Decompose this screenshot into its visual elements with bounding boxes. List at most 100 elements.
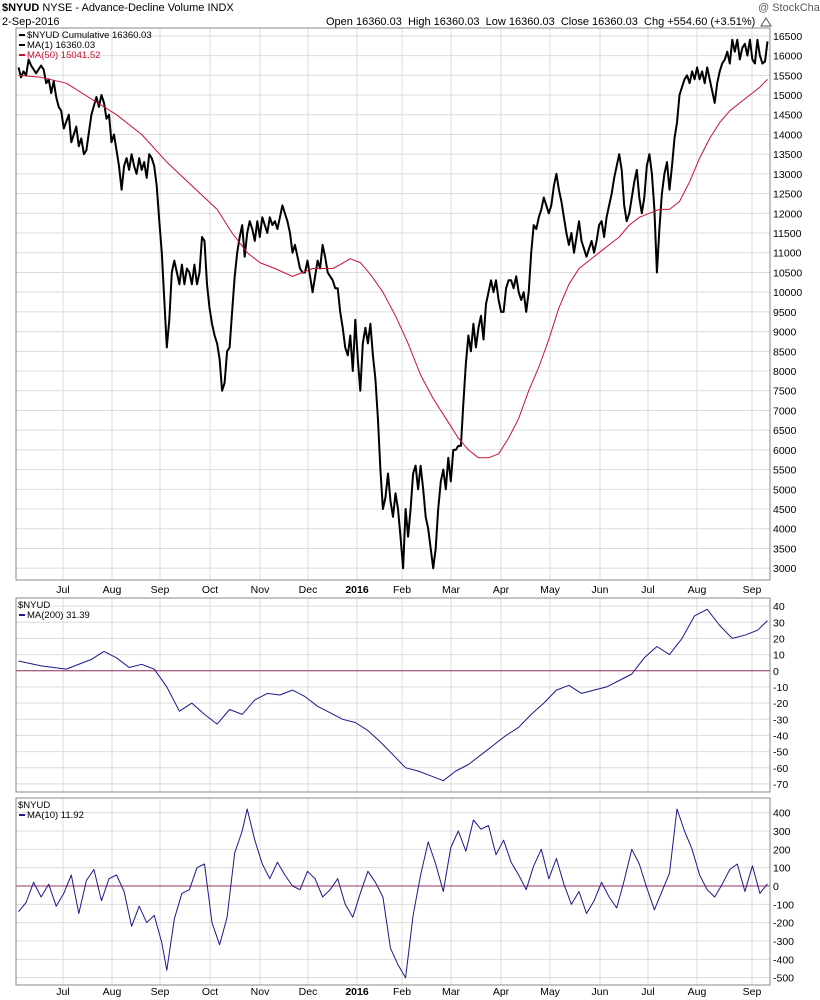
x-tick-label: Apr	[493, 986, 510, 998]
y-tick-label: 9500	[773, 307, 797, 319]
chart-date: 2-Sep-2016	[2, 16, 60, 28]
x-tick-label: Aug	[688, 584, 707, 596]
y-tick-label: 11000	[773, 248, 802, 260]
ohlc-readout: Open 16360.03 High 16360.03 Low 16360.03…	[326, 16, 756, 28]
indicator-line	[18, 608, 768, 782]
chart-header: $NYUD NYSE - Advance-Decline Volume INDX…	[0, 0, 820, 30]
x-tick-label: Mar	[442, 986, 461, 998]
x-tick-label: Dec	[299, 986, 318, 998]
y-tick-label: 3000	[773, 563, 797, 575]
x-tick-label: Apr	[493, 584, 510, 596]
y-tick-label: 10	[773, 650, 785, 662]
y-tick-label: 30	[773, 617, 785, 629]
x-tick-label: 2016	[345, 584, 369, 596]
panel-frame	[15, 597, 771, 793]
x-tick-label: Oct	[202, 986, 218, 998]
brand-label: @ StockCharts.com	[758, 2, 820, 14]
y-tick-label: 15000	[773, 90, 802, 102]
y-tick-label: -70	[773, 779, 788, 791]
legend-label: $NYUD	[18, 600, 50, 611]
x-tick-label: Feb	[393, 986, 411, 998]
x-tick-label: 2016	[345, 986, 369, 998]
x-tick-label: Jul	[641, 986, 654, 998]
up-triangle-icon	[760, 17, 772, 27]
y-tick-label: 15500	[773, 70, 802, 82]
y-tick-label: 4500	[773, 504, 797, 516]
y-tick-label: 5000	[773, 484, 797, 496]
x-tick-label: Jul	[56, 584, 69, 596]
symbol: $NYUD	[2, 2, 40, 14]
y-tick-label: 13500	[773, 149, 802, 161]
x-tick-label: Mar	[442, 584, 461, 596]
chart-panel-1: 3000 3500 4000 4500 5000 5500 6000 6500 7000 7500…	[15, 27, 802, 596]
y-tick-label: 9000	[773, 327, 797, 339]
y-tick-label: 10000	[773, 287, 802, 299]
x-tick-label: Aug	[688, 986, 707, 998]
y-tick-label: 6000	[773, 445, 797, 457]
y-tick-label: 200	[773, 844, 791, 856]
y-tick-label: 4000	[773, 524, 797, 536]
y-tick-label: 400	[773, 808, 791, 820]
y-tick-label: -30	[773, 714, 788, 726]
x-tick-label: Dec	[299, 584, 318, 596]
x-tick-label: Sep	[151, 986, 170, 998]
y-tick-label: 12500	[773, 189, 802, 201]
y-tick-label: 16500	[773, 31, 802, 43]
y-tick-label: 14500	[773, 110, 802, 122]
y-tick-label: -40	[773, 730, 788, 742]
legend-label: $NYUD Cumulative 16360.03	[27, 30, 152, 41]
chart-panel-2: -70 -60 -50 -40 -30 -20 -10 0 10 20 30 40 $NYUDMA(20…	[15, 597, 788, 793]
y-tick-label: -300	[773, 936, 794, 948]
symbol-line: $NYUD NYSE - Advance-Decline Volume INDX	[2, 2, 234, 14]
legend-label: $NYUD	[18, 800, 50, 811]
y-tick-label: 7000	[773, 405, 797, 417]
y-tick-label: -60	[773, 763, 788, 775]
y-tick-label: 5500	[773, 465, 797, 477]
x-tick-label: May	[540, 584, 561, 596]
y-tick-label: 20	[773, 633, 785, 645]
y-tick-label: 3500	[773, 543, 797, 555]
x-tick-label: Jul	[641, 584, 654, 596]
panel-frame	[15, 27, 771, 581]
ma50-line	[18, 74, 768, 459]
symbol-description: NYSE - Advance-Decline Volume INDX	[42, 2, 234, 14]
x-tick-label: Feb	[393, 584, 411, 596]
y-tick-label: 10500	[773, 267, 802, 279]
chart-panel-3: -500 -400 -300 -200 -100 0 100 200 300 400 $NYUDMA…	[15, 797, 794, 998]
y-tick-label: -50	[773, 747, 788, 759]
indicator-line	[18, 808, 768, 979]
y-tick-label: 16000	[773, 51, 802, 63]
y-tick-label: -100	[773, 899, 794, 911]
y-tick-label: 11500	[773, 228, 802, 240]
y-tick-label: 8500	[773, 346, 797, 358]
y-tick-label: -500	[773, 973, 794, 985]
y-tick-label: -400	[773, 954, 794, 966]
cumulative-line	[17, 38, 769, 570]
panel-frame	[15, 797, 771, 986]
y-tick-label: 100	[773, 863, 791, 875]
x-tick-label: Jul	[56, 986, 69, 998]
y-tick-label: 300	[773, 826, 791, 838]
y-tick-label: -10	[773, 682, 788, 694]
y-tick-label: 14000	[773, 129, 802, 141]
x-tick-label: Oct	[202, 584, 218, 596]
x-tick-label: Sep	[743, 986, 762, 998]
legend-label: MA(10) 11.92	[27, 810, 84, 821]
y-tick-label: 8000	[773, 366, 797, 378]
y-tick-label: 12000	[773, 208, 802, 220]
x-tick-label: Sep	[151, 584, 170, 596]
y-tick-label: 6500	[773, 425, 797, 437]
x-tick-label: Sep	[743, 584, 762, 596]
y-tick-label: 7500	[773, 386, 797, 398]
y-tick-label: -20	[773, 698, 788, 710]
legend-label: MA(50) 15041.52	[27, 50, 100, 61]
x-tick-label: Aug	[103, 986, 122, 998]
y-tick-label: 0	[773, 881, 779, 893]
x-tick-label: Jun	[592, 584, 609, 596]
y-tick-label: 13000	[773, 169, 802, 181]
y-tick-label: 40	[773, 601, 785, 613]
legend-label: MA(200) 31.39	[27, 610, 90, 621]
x-tick-label: Jun	[592, 986, 609, 998]
x-tick-label: Aug	[103, 584, 122, 596]
y-tick-label: -200	[773, 918, 794, 930]
